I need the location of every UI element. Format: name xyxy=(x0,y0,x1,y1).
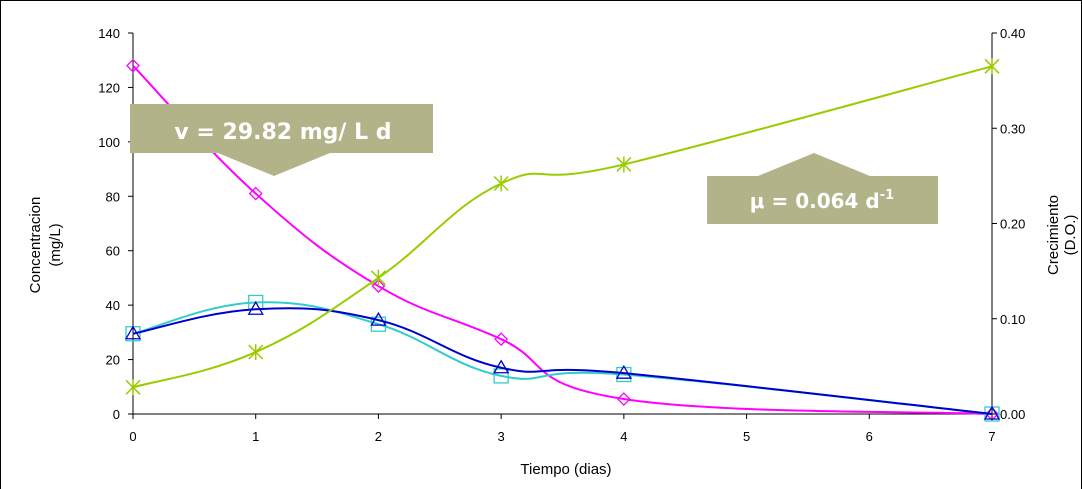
series-line xyxy=(132,307,993,415)
y2-axis-title-line1: Crecimiento xyxy=(1045,195,1062,275)
growth-callout-base: μ = 0.064 d xyxy=(750,189,880,213)
rate-callout-text: v = 29.82 mg/ L d xyxy=(174,120,391,145)
x-tick-label: 6 xyxy=(866,429,873,444)
y-axis-title-line1: Concentracion xyxy=(27,197,44,294)
data-point-diamond xyxy=(248,186,263,201)
data-point-star xyxy=(984,58,1000,75)
y2-tick-label: 0.10 xyxy=(1000,312,1025,327)
data-point-star xyxy=(493,175,509,192)
y-axis-title-line2: (mg/L) xyxy=(47,223,64,266)
series-layer xyxy=(124,58,1001,422)
data-point-triangle xyxy=(615,364,632,379)
y-tick-label: 0 xyxy=(113,407,120,422)
data-point-star xyxy=(616,156,632,173)
series-star xyxy=(125,58,1000,396)
series-triangle xyxy=(124,300,1001,420)
rate-callout: v = 29.82 mg/ L d xyxy=(130,104,433,176)
y2-tick-label: 0.00 xyxy=(1000,407,1025,422)
y-tick-label: 100 xyxy=(98,135,120,150)
y2-axis-title: Crecimiento (D.O.) xyxy=(1045,195,1079,275)
data-point-star xyxy=(248,344,264,361)
y-tick-label: 20 xyxy=(106,353,120,368)
y-tick-label: 120 xyxy=(98,80,120,95)
data-point-star xyxy=(125,379,141,396)
data-point-diamond xyxy=(126,58,140,73)
data-point-triangle xyxy=(493,359,510,374)
growth-callout: μ = 0.064 d-1 xyxy=(707,153,938,224)
growth-callout-sup: -1 xyxy=(880,188,894,203)
axes: 0 1 2 3 4 5 6 7 0 20 40 60 80 100 120 140 0.00 0.10 0.20 0.… xyxy=(98,26,1025,444)
x-tick-label: 1 xyxy=(252,429,259,444)
y-tick-label: 60 xyxy=(106,244,120,259)
y2-tick-label: 0.20 xyxy=(1000,217,1025,232)
x-tick-label: 0 xyxy=(129,429,136,444)
rate-callout-box xyxy=(130,104,433,153)
series-line xyxy=(132,64,993,415)
y-tick-label: 80 xyxy=(106,189,120,204)
growth-callout-box xyxy=(707,176,938,224)
growth-callout-text: μ = 0.064 d-1 xyxy=(750,188,894,213)
data-point-triangle xyxy=(370,311,387,326)
y2-tick-label: 0.30 xyxy=(1000,121,1025,136)
x-tick-label: 3 xyxy=(498,429,505,444)
x-tick-label: 2 xyxy=(375,429,382,444)
y-axis-title: Concentracion (mg/L) xyxy=(27,197,64,294)
x-tick-label: 7 xyxy=(988,429,995,444)
data-point-triangle xyxy=(247,300,264,315)
y-tick-label: 40 xyxy=(106,298,120,313)
y2-tick-label: 0.40 xyxy=(1000,26,1025,41)
x-tick-label: 4 xyxy=(620,429,627,444)
data-point-triangle xyxy=(124,325,142,340)
y-tick-label: 140 xyxy=(98,26,120,41)
growth-callout-arrow xyxy=(758,153,870,176)
x-tick-label: 5 xyxy=(743,429,750,444)
data-point-diamond xyxy=(371,279,386,294)
data-point-diamond xyxy=(616,392,631,406)
rate-callout-arrow xyxy=(218,153,330,176)
data-point-triangle xyxy=(983,405,1001,420)
data-point-star xyxy=(370,269,386,286)
x-axis-title: Tiempo (dias) xyxy=(520,461,611,478)
data-point-diamond xyxy=(494,332,509,347)
series-diamond xyxy=(126,58,999,421)
y2-axis-title-line2: (D.O.) xyxy=(1062,215,1079,256)
data-point-diamond xyxy=(985,407,999,421)
data-point-square xyxy=(493,368,509,384)
